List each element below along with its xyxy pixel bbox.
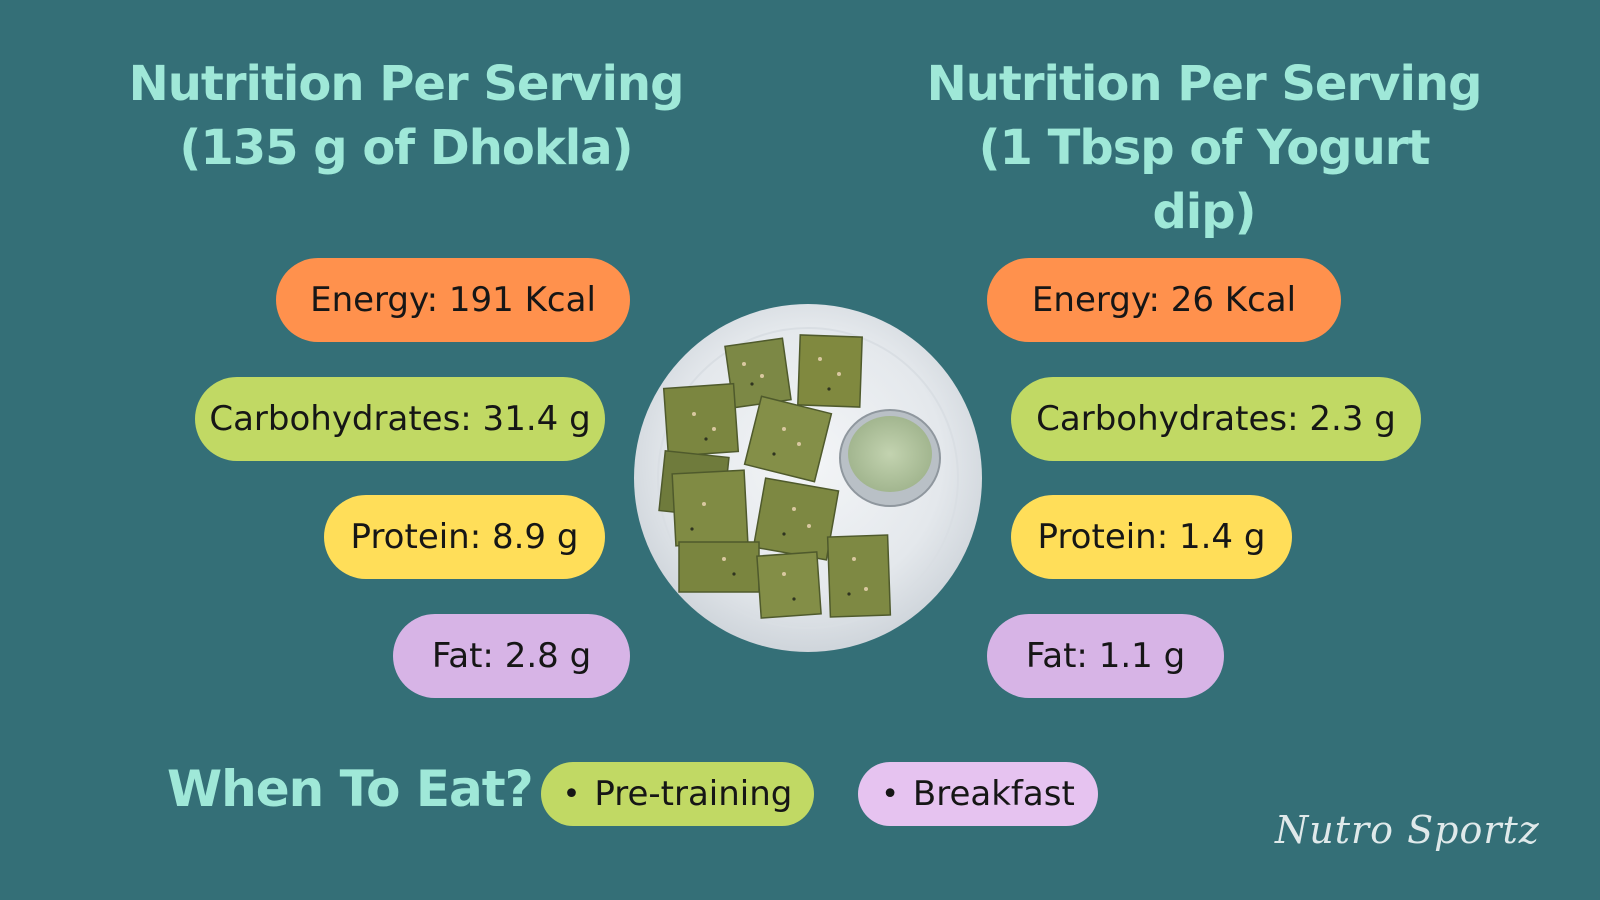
- tag-pre-training-label: Pre-training: [594, 774, 793, 814]
- dhokla-plate-icon: [634, 304, 982, 652]
- dhokla-plate-image: [634, 304, 982, 652]
- left-protein-label: Protein: 8.9 g: [350, 517, 579, 557]
- left-title-line1: Nutrition Per Serving: [128, 56, 685, 112]
- left-carbohydrates-pill: Carbohydrates: 31.4 g: [195, 377, 605, 461]
- left-title-line2: (135 g of Dhokla): [179, 120, 633, 176]
- right-energy-pill: Energy: 26 Kcal: [987, 258, 1341, 342]
- tag-pre-training: • Pre-training: [541, 762, 814, 826]
- right-title-line2: (1 Tbsp of Yogurt dip): [978, 120, 1431, 240]
- bullet-icon: •: [881, 776, 899, 812]
- left-protein-pill: Protein: 8.9 g: [324, 495, 605, 579]
- tag-breakfast-label: Breakfast: [912, 774, 1075, 814]
- brand-logo: Nutro Sportz: [1275, 808, 1540, 852]
- right-protein-label: Protein: 1.4 g: [1037, 517, 1266, 557]
- right-fat-pill: Fat: 1.1 g: [987, 614, 1224, 698]
- when-to-eat-title: When To Eat?: [167, 760, 534, 818]
- left-energy-pill: Energy: 191 Kcal: [276, 258, 630, 342]
- left-fat-label: Fat: 2.8 g: [431, 636, 592, 676]
- right-carbohydrates-pill: Carbohydrates: 2.3 g: [1011, 377, 1421, 461]
- right-protein-pill: Protein: 1.4 g: [1011, 495, 1292, 579]
- right-fat-label: Fat: 1.1 g: [1025, 636, 1186, 676]
- left-carbohydrates-label: Carbohydrates: 31.4 g: [209, 399, 591, 439]
- right-title-line1: Nutrition Per Serving: [926, 56, 1483, 112]
- left-fat-pill: Fat: 2.8 g: [393, 614, 630, 698]
- right-panel-title: Nutrition Per Serving (1 Tbsp of Yogurt …: [924, 52, 1484, 244]
- bullet-icon: •: [562, 776, 581, 812]
- left-panel-title: Nutrition Per Serving (135 g of Dhokla): [126, 52, 686, 180]
- tag-breakfast: • Breakfast: [858, 762, 1098, 826]
- right-energy-label: Energy: 26 Kcal: [1031, 280, 1297, 320]
- left-energy-label: Energy: 191 Kcal: [310, 280, 596, 320]
- right-carbohydrates-label: Carbohydrates: 2.3 g: [1036, 399, 1396, 439]
